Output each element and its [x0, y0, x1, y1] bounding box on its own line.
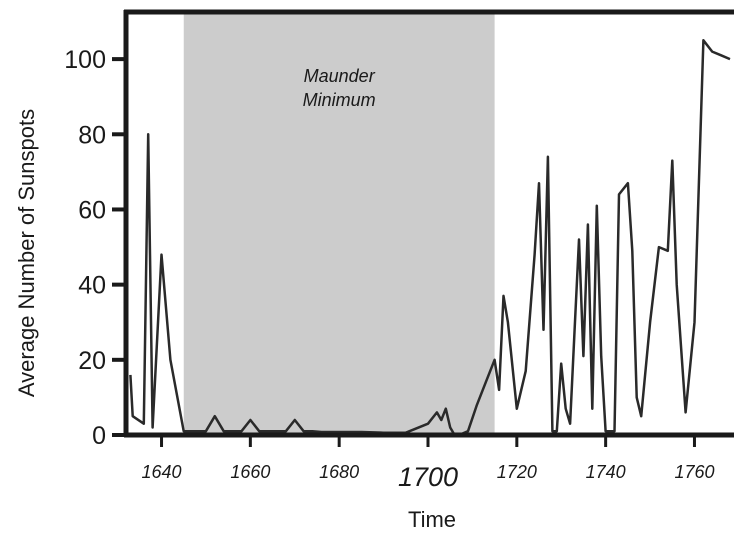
y-tick-label-100: 100 [64, 46, 106, 74]
shaded-region-label-line-2: Minimum [303, 90, 376, 110]
x-tick-labels: 1640 1660 1680 1700 1720 1740 1760 [142, 462, 715, 492]
x-axis-label: Time [408, 507, 456, 532]
y-axis-label: Average Number of Sunspots [14, 109, 39, 397]
x-tick-label-1720: 1720 [497, 462, 537, 482]
y-tick-labels: 0 20 40 60 80 100 [64, 46, 106, 450]
x-tick-label-1640: 1640 [142, 462, 182, 482]
x-tick-label-1740: 1740 [586, 462, 626, 482]
x-tick-label-1660: 1660 [230, 462, 270, 482]
y-tick-label-40: 40 [78, 272, 106, 300]
x-tick-label-1680: 1680 [319, 462, 359, 482]
shaded-region-label-line-1: Maunder [304, 66, 376, 86]
y-tick-label-60: 60 [78, 196, 106, 224]
x-tick-label-1700: 1700 [398, 462, 458, 492]
y-tick-label-0: 0 [92, 422, 106, 450]
x-tick-label-1760: 1760 [674, 462, 714, 482]
shaded-region [183, 14, 495, 435]
sunspot-series-line [129, 39, 731, 437]
y-tick-label-80: 80 [78, 121, 106, 149]
y-tick-label-20: 20 [78, 347, 106, 375]
